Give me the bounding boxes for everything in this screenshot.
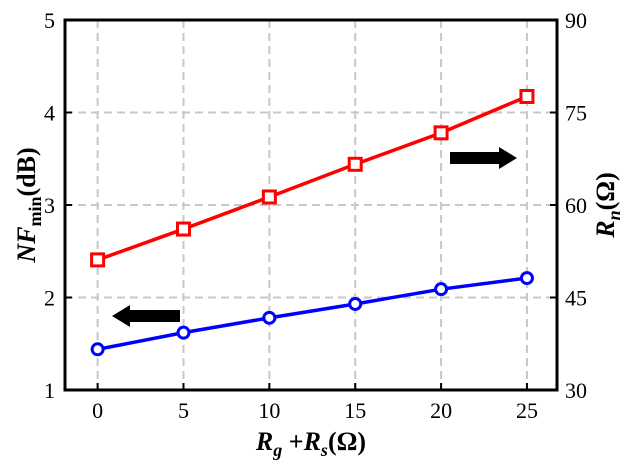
left-y-tick-label: 4	[44, 101, 55, 126]
right-arrow-icon	[450, 147, 517, 169]
x-tick-label: 25	[516, 398, 538, 423]
data-point	[90, 252, 106, 268]
left-y-tick-label: 1	[44, 378, 55, 403]
right-y-tick-label: 75	[565, 101, 587, 126]
data-point	[176, 325, 191, 340]
right-y-tick-label: 30	[565, 378, 587, 403]
data-point	[348, 296, 363, 311]
grid	[65, 19, 557, 391]
right-y-tick-label: 60	[565, 193, 587, 218]
x-tick-label: 10	[258, 398, 280, 423]
data-point	[434, 282, 449, 297]
right-y-axis-label: Rn(Ω)	[591, 172, 624, 239]
series-line-right	[97, 94, 528, 262]
x-tick-label: 0	[92, 398, 103, 423]
data-point	[90, 342, 105, 357]
x-tick-label: 5	[178, 398, 189, 423]
x-tick-label: 15	[344, 398, 366, 423]
data-point	[433, 125, 449, 141]
data-point	[347, 156, 363, 172]
right-y-tick-label: 45	[565, 286, 587, 311]
left-y-axis-label: NFmin(dB)	[12, 147, 45, 263]
series-layer	[90, 88, 535, 357]
data-point	[175, 221, 191, 237]
left-arrow-icon	[112, 305, 180, 327]
left-y-tick-label: 2	[44, 286, 55, 311]
right-y-tick-label: 90	[565, 8, 587, 33]
data-point	[519, 88, 535, 104]
series-line-left	[97, 276, 528, 352]
x-tick-label: 20	[430, 398, 452, 423]
x-axis-label: Rg +Rs(Ω)	[255, 427, 366, 460]
left-y-tick-label: 5	[44, 8, 55, 33]
left-y-tick-label: 3	[44, 193, 55, 218]
data-point	[262, 310, 277, 325]
data-point	[261, 189, 277, 205]
data-point	[519, 271, 534, 286]
